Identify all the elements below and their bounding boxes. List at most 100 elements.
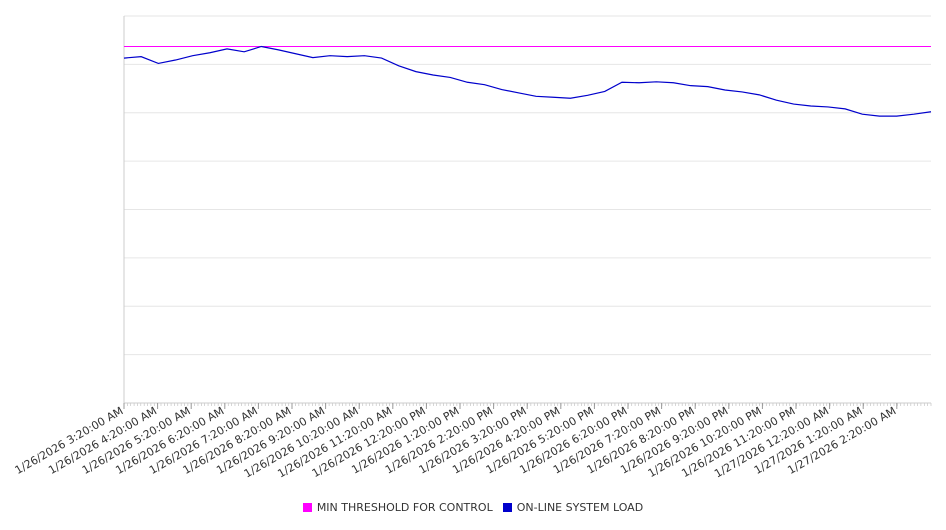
- threshold-point: [930, 46, 931, 47]
- system-load-point: [432, 74, 433, 75]
- threshold-point: [896, 46, 897, 47]
- threshold-point: [570, 46, 571, 47]
- system-load-point: [862, 114, 863, 115]
- threshold-point: [123, 46, 124, 47]
- system-load-point: [501, 89, 502, 90]
- system-load-point: [226, 48, 227, 49]
- threshold-point: [398, 46, 399, 47]
- threshold-point: [690, 46, 691, 47]
- threshold-point: [312, 46, 313, 47]
- threshold-point: [793, 46, 794, 47]
- threshold-point: [845, 46, 846, 47]
- system-load-point: [845, 108, 846, 109]
- system-load-point: [347, 56, 348, 57]
- system-load-point: [587, 95, 588, 96]
- threshold-point: [158, 46, 159, 47]
- system-load-point: [724, 89, 725, 90]
- threshold-point: [879, 46, 880, 47]
- threshold-point: [518, 46, 519, 47]
- system-load-point: [639, 82, 640, 83]
- system-load-point: [896, 116, 897, 117]
- series-line-system-load: [123, 45, 932, 117]
- threshold-point: [759, 46, 760, 47]
- threshold-point: [329, 46, 330, 47]
- legend-item-system-load[interactable]: ON-LINE SYSTEM LOAD: [502, 500, 644, 514]
- system-load-point: [450, 77, 451, 78]
- system-load-point: [656, 81, 657, 82]
- threshold-point: [278, 46, 279, 47]
- threshold-point: [501, 46, 502, 47]
- legend: MIN THRESHOLD FOR CONTROL ON-LINE SYSTEM…: [0, 498, 946, 516]
- system-load-point: [930, 111, 931, 112]
- system-load-point: [278, 49, 279, 50]
- threshold-point: [175, 46, 176, 47]
- legend-label-system-load: ON-LINE SYSTEM LOAD: [516, 500, 644, 514]
- system-load-point: [484, 84, 485, 85]
- threshold-point: [450, 46, 451, 47]
- system-load-point: [879, 116, 880, 117]
- threshold-point: [707, 46, 708, 47]
- threshold-point: [862, 46, 863, 47]
- system-load-point: [364, 55, 365, 56]
- legend-swatch-system-load: [502, 502, 512, 512]
- threshold-point: [226, 46, 227, 47]
- system-load-point: [261, 46, 262, 47]
- legend-item-threshold[interactable]: MIN THRESHOLD FOR CONTROL: [302, 500, 493, 514]
- threshold-point: [810, 46, 811, 47]
- threshold-point: [553, 46, 554, 47]
- system-load-point: [141, 56, 142, 57]
- threshold-point: [587, 46, 588, 47]
- system-load-point: [398, 65, 399, 66]
- threshold-point: [913, 46, 914, 47]
- threshold-point: [467, 46, 468, 47]
- threshold-point: [827, 46, 828, 47]
- threshold-point: [244, 46, 245, 47]
- threshold-point: [295, 46, 296, 47]
- system-load-point: [913, 114, 914, 115]
- system-load-point: [604, 91, 605, 92]
- system-load-point: [810, 105, 811, 106]
- system-load-point: [175, 59, 176, 60]
- system-load-point: [570, 98, 571, 99]
- threshold-point: [484, 46, 485, 47]
- system-load-point: [535, 96, 536, 97]
- system-load-point: [312, 57, 313, 58]
- threshold-point: [656, 46, 657, 47]
- threshold-point: [621, 46, 622, 47]
- legend-label-threshold: MIN THRESHOLD FOR CONTROL: [316, 500, 493, 514]
- threshold-point: [776, 46, 777, 47]
- system-load-point: [553, 97, 554, 98]
- system-load-point: [759, 94, 760, 95]
- system-load-point: [158, 63, 159, 64]
- system-load-point: [518, 92, 519, 93]
- system-load-point: [192, 55, 193, 56]
- system-load-point: [673, 82, 674, 83]
- threshold-point: [415, 46, 416, 47]
- system-load-point: [690, 85, 691, 86]
- threshold-point: [432, 46, 433, 47]
- system-load-point: [776, 100, 777, 101]
- system-load-point: [381, 57, 382, 58]
- threshold-point: [724, 46, 725, 47]
- system-load-point: [415, 71, 416, 72]
- threshold-point: [192, 46, 193, 47]
- system-load-point: [329, 55, 330, 56]
- threshold-point: [742, 46, 743, 47]
- threshold-point: [673, 46, 674, 47]
- threshold-point: [209, 46, 210, 47]
- system-load-point: [742, 91, 743, 92]
- legend-swatch-threshold: [302, 502, 312, 512]
- threshold-point: [639, 46, 640, 47]
- system-load-point: [707, 86, 708, 87]
- threshold-point: [381, 46, 382, 47]
- system-load-point: [467, 82, 468, 83]
- threshold-point: [364, 46, 365, 47]
- threshold-point: [604, 46, 605, 47]
- system-load-point: [793, 103, 794, 104]
- system-load-point: [827, 106, 828, 107]
- threshold-point: [347, 46, 348, 47]
- system-load-point: [244, 51, 245, 52]
- system-load-point: [621, 82, 622, 83]
